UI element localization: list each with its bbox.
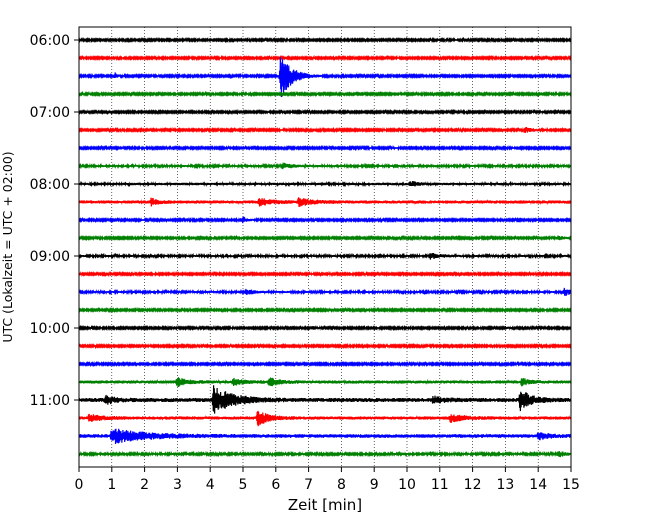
- plot-frame: [78, 26, 572, 468]
- x-tick-label: 2: [140, 477, 149, 493]
- trace-1000: [78, 324, 572, 332]
- trace-1045: [78, 377, 572, 387]
- x-tick-label: 10: [398, 477, 416, 493]
- trace-0915: [78, 270, 572, 278]
- trace-0830: [78, 216, 572, 224]
- x-tick-label: 13: [496, 477, 514, 493]
- trace-0745: [78, 162, 572, 170]
- x-tick-label: 15: [562, 477, 580, 493]
- trace-0600: [78, 36, 572, 44]
- trace-group: [78, 36, 572, 458]
- x-tick-label: 8: [337, 477, 346, 493]
- trace-1015: [78, 342, 572, 350]
- trace-1030: [78, 360, 572, 368]
- trace-0630: [78, 57, 572, 97]
- x-axis-label: Zeit [min]: [288, 496, 362, 514]
- trace-1145: [78, 450, 572, 458]
- vertical-grid: [111, 27, 539, 467]
- trace-0700: [78, 108, 572, 116]
- trace-0715: [78, 126, 572, 134]
- trace-0845: [78, 234, 572, 242]
- trace-1115: [78, 410, 572, 427]
- x-tick-label: 9: [370, 477, 379, 493]
- x-tick-label: 6: [271, 477, 280, 493]
- y-axis-label: UTC (Lokalzeit = UTC + 02:00): [0, 151, 15, 342]
- y-tick-label: 09:00: [30, 249, 70, 265]
- trace-1100: [78, 385, 572, 414]
- x-tick-label: 0: [75, 477, 84, 493]
- trace-0900: [78, 252, 572, 260]
- x-tick-label: 14: [529, 477, 547, 493]
- trace-0930: [78, 287, 572, 297]
- trace-0615: [78, 54, 572, 62]
- x-axis: 0 1 2 3 4 5 6 7 8 9 10 11 12 13 14 15: [75, 467, 580, 493]
- trace-0815: [78, 197, 572, 207]
- y-axis: 06:00 07:00 08:00 09:00 10:00 11:00: [30, 33, 79, 409]
- x-tick-label: 4: [206, 477, 215, 493]
- trace-0730: [78, 144, 572, 152]
- trace-0800: [78, 180, 572, 188]
- x-tick-label: 3: [173, 477, 182, 493]
- trace-0645: [78, 90, 572, 98]
- trace-1130: [78, 428, 572, 444]
- y-tick-label: 11:00: [30, 393, 70, 409]
- trace-0945: [78, 306, 572, 314]
- x-tick-label: 1: [107, 477, 116, 493]
- y-tick-label: 07:00: [30, 105, 70, 121]
- y-tick-label: 08:00: [30, 177, 70, 193]
- plot-background: [79, 27, 571, 467]
- x-tick-label: 11: [431, 477, 449, 493]
- x-tick-label: 12: [464, 477, 482, 493]
- y-tick-label: 10:00: [30, 321, 70, 337]
- x-tick-label: 5: [239, 477, 248, 493]
- x-tick-label: 7: [304, 477, 313, 493]
- y-tick-label: 06:00: [30, 33, 70, 49]
